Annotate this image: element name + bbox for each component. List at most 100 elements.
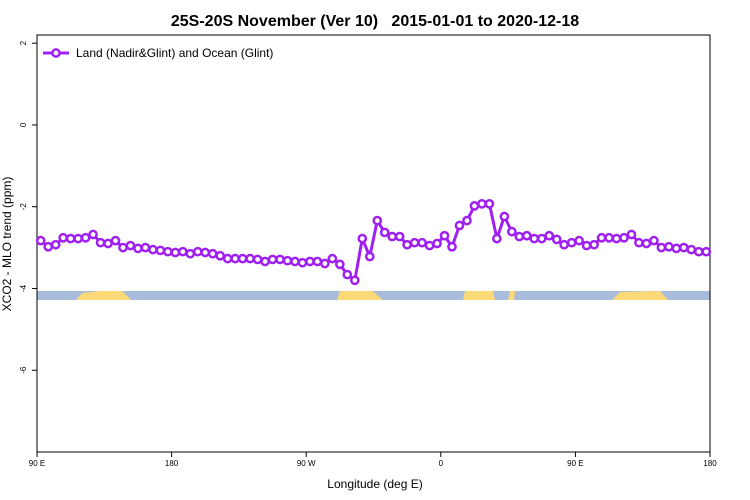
data-point bbox=[364, 251, 375, 262]
data-point bbox=[619, 232, 629, 243]
data-point bbox=[252, 254, 263, 265]
data-point bbox=[222, 253, 233, 264]
data-point bbox=[484, 198, 495, 209]
data-point bbox=[678, 242, 689, 253]
data-point bbox=[342, 269, 353, 280]
data-point bbox=[447, 241, 457, 252]
legend-label: Land (Nadir&Glint) and Ocean (Glint) bbox=[76, 46, 273, 60]
data-point bbox=[290, 256, 300, 267]
data-point bbox=[155, 245, 166, 256]
data-point bbox=[671, 243, 682, 254]
data-point bbox=[357, 233, 368, 244]
data-point bbox=[626, 229, 637, 240]
x-tick-label: 90 E bbox=[567, 459, 583, 468]
data-point bbox=[50, 239, 61, 250]
data-point bbox=[170, 247, 181, 258]
data-point bbox=[529, 233, 540, 244]
data-point bbox=[118, 242, 128, 253]
data-point bbox=[148, 244, 158, 255]
data-point bbox=[35, 235, 46, 246]
data-point bbox=[506, 226, 517, 237]
data-point bbox=[379, 227, 390, 238]
data-point bbox=[649, 235, 659, 246]
data-point bbox=[103, 238, 113, 249]
data-point bbox=[656, 242, 667, 253]
data-point bbox=[462, 215, 472, 226]
data-point bbox=[297, 257, 308, 268]
data-point bbox=[65, 233, 76, 244]
data-point bbox=[327, 253, 338, 264]
data-point bbox=[409, 237, 420, 248]
x-tick-label: 90 E bbox=[29, 459, 45, 468]
data-point bbox=[88, 229, 98, 240]
data-point bbox=[267, 254, 278, 265]
data-point bbox=[260, 256, 270, 267]
y-tick-label: -2 bbox=[19, 203, 28, 211]
land-strip bbox=[463, 291, 495, 300]
data-point bbox=[424, 240, 435, 251]
y-tick-label: 2 bbox=[19, 40, 28, 45]
data-point bbox=[335, 259, 345, 270]
data-point bbox=[58, 232, 69, 243]
data-point bbox=[559, 239, 570, 250]
data-point bbox=[701, 246, 712, 257]
data-point bbox=[320, 258, 330, 269]
data-point bbox=[237, 253, 248, 264]
land-strip bbox=[337, 291, 382, 300]
data-point bbox=[349, 275, 360, 286]
data-point bbox=[551, 234, 562, 245]
data-point bbox=[589, 239, 599, 250]
x-tick-label: 90 W bbox=[297, 459, 316, 468]
data-point bbox=[140, 242, 151, 253]
data-point bbox=[275, 254, 285, 265]
data-point bbox=[312, 256, 323, 267]
data-point bbox=[439, 230, 450, 241]
data-point bbox=[192, 246, 203, 257]
data-point bbox=[394, 231, 405, 242]
x-tick-label: 0 bbox=[439, 459, 444, 468]
data-point bbox=[477, 198, 487, 209]
data-point bbox=[133, 243, 143, 254]
data-point bbox=[566, 237, 577, 248]
data-point bbox=[215, 250, 226, 261]
data-point bbox=[492, 233, 502, 244]
data-point bbox=[305, 256, 315, 267]
data-point bbox=[536, 233, 547, 244]
data-point bbox=[200, 247, 211, 258]
y-tick-label: -4 bbox=[19, 284, 28, 292]
data-point bbox=[163, 246, 173, 257]
data-point bbox=[432, 238, 442, 249]
data-point bbox=[80, 232, 91, 243]
data-point bbox=[574, 235, 584, 246]
y-tick-label: 0 bbox=[19, 122, 28, 127]
data-point bbox=[73, 233, 83, 244]
data-point bbox=[185, 248, 196, 259]
land-strip bbox=[612, 291, 668, 300]
data-point bbox=[372, 215, 383, 226]
data-point bbox=[604, 232, 614, 243]
data-point bbox=[664, 241, 674, 252]
data-point bbox=[245, 253, 255, 264]
x-tick-label: 180 bbox=[165, 459, 179, 468]
data-point bbox=[641, 238, 652, 249]
data-point bbox=[581, 240, 592, 251]
legend-marker bbox=[51, 48, 61, 58]
data-point bbox=[207, 248, 218, 259]
y-tick-label: -6 bbox=[19, 366, 28, 374]
data-point bbox=[282, 255, 293, 266]
x-tick-label: 180 bbox=[703, 459, 717, 468]
data-point bbox=[611, 233, 622, 244]
data-point bbox=[402, 239, 412, 250]
data-point bbox=[499, 211, 510, 222]
data-point bbox=[514, 231, 525, 242]
data-point bbox=[686, 244, 697, 255]
data-point bbox=[544, 230, 555, 241]
data-point bbox=[43, 241, 54, 252]
data-point bbox=[693, 246, 704, 257]
data-point bbox=[95, 237, 106, 248]
land-ocean-strip bbox=[37, 291, 710, 300]
data-point bbox=[454, 220, 465, 231]
data-point bbox=[634, 237, 644, 248]
data-point bbox=[125, 240, 136, 251]
